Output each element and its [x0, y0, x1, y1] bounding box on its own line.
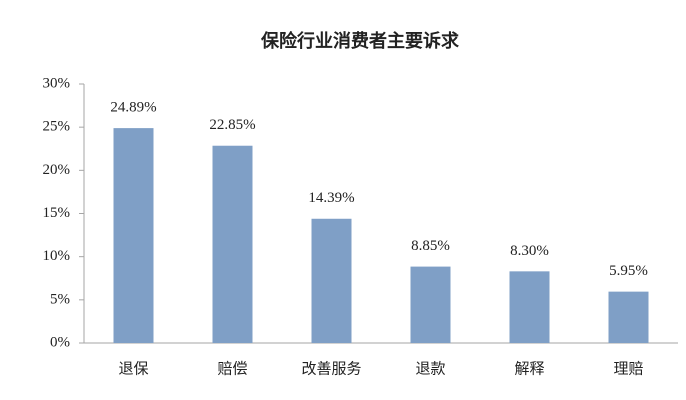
x-tick-label: 赔偿 — [217, 360, 247, 378]
x-tick-label: 改善服务 — [301, 360, 361, 378]
value-label: 8.30% — [510, 243, 549, 259]
y-tick-label: 0% — [50, 334, 70, 350]
value-label: 8.85% — [411, 238, 450, 254]
value-label: 5.95% — [609, 263, 648, 279]
y-tick-label: 25% — [43, 119, 71, 135]
value-label: 22.85% — [209, 117, 255, 133]
y-tick-label: 20% — [43, 162, 71, 178]
bar — [410, 266, 451, 343]
value-label: 24.89% — [110, 100, 156, 116]
y-tick-label: 15% — [43, 205, 71, 221]
y-tick-label: 30% — [43, 75, 71, 91]
x-tick-label: 退保 — [118, 360, 148, 378]
bar — [212, 145, 253, 343]
y-tick-label: 10% — [43, 248, 71, 264]
bar — [608, 291, 649, 343]
bar — [509, 271, 550, 343]
bar — [113, 128, 154, 343]
chart-title: 保险行业消费者主要诉求 — [260, 30, 460, 52]
y-tick-label: 5% — [50, 291, 70, 307]
value-label: 14.39% — [308, 190, 354, 206]
x-tick-label: 解释 — [514, 360, 544, 378]
x-tick-label: 理赔 — [613, 360, 643, 378]
bar — [311, 218, 352, 343]
x-tick-label: 退款 — [415, 360, 445, 378]
